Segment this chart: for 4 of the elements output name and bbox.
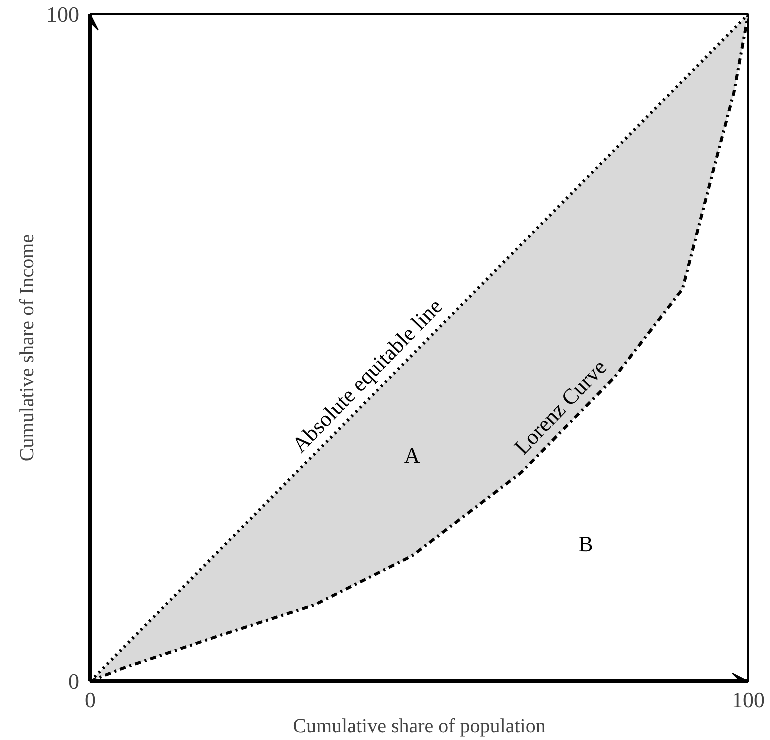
y-axis-title: Cumulative share of Income	[16, 234, 38, 462]
annotation: A	[404, 443, 420, 468]
annotation: B	[578, 532, 594, 557]
x-axis-title: Cumulative share of population	[293, 716, 546, 738]
